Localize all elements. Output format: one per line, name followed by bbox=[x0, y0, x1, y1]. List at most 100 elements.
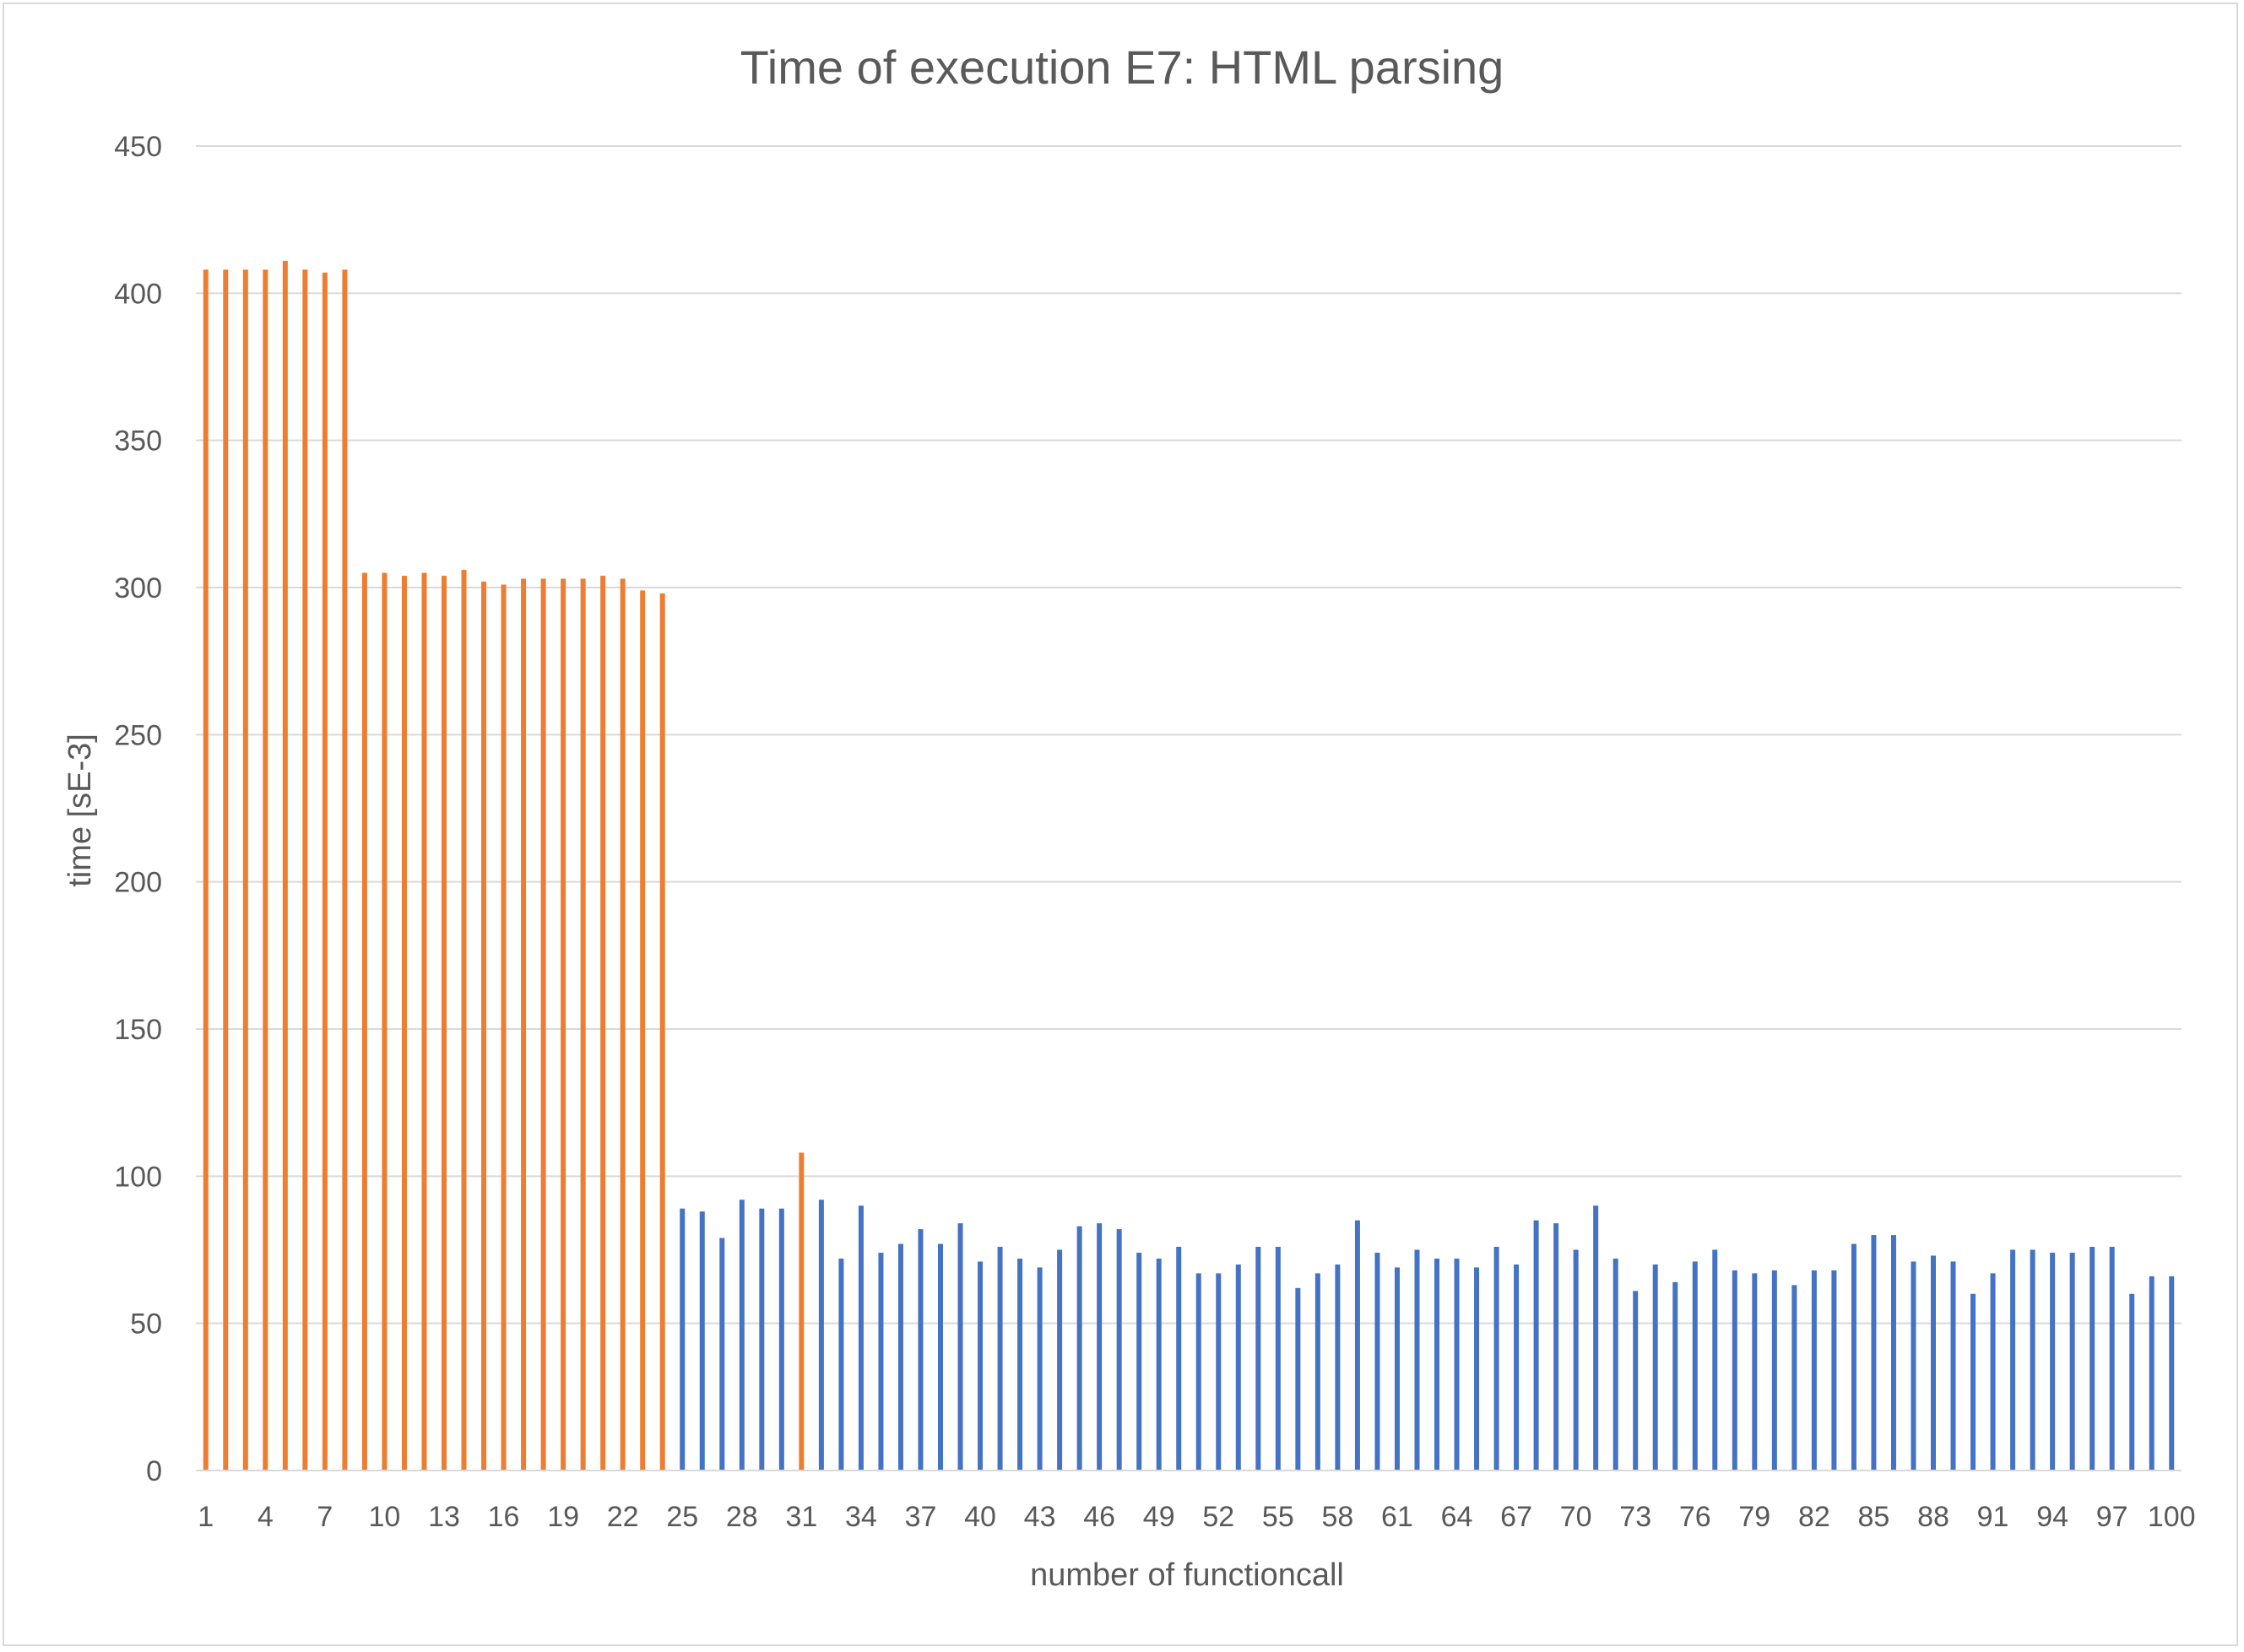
bar-87 bbox=[1911, 1261, 1916, 1471]
y-tick-label: 250 bbox=[114, 719, 162, 751]
bar-53 bbox=[1235, 1264, 1241, 1471]
bar-69 bbox=[1553, 1223, 1559, 1471]
y-tick-label: 350 bbox=[114, 425, 162, 458]
bar-61 bbox=[1394, 1267, 1400, 1471]
bar-5 bbox=[282, 260, 288, 1471]
bar-59 bbox=[1354, 1220, 1360, 1471]
bar-86 bbox=[1890, 1235, 1896, 1471]
bar-43 bbox=[1037, 1267, 1043, 1471]
bar-11 bbox=[401, 576, 407, 1471]
bar-63 bbox=[1434, 1258, 1439, 1471]
bar-83 bbox=[1831, 1270, 1837, 1471]
bar-64 bbox=[1454, 1258, 1460, 1471]
bar-98 bbox=[2129, 1293, 2135, 1471]
y-tick-label: 400 bbox=[114, 278, 162, 310]
bar-99 bbox=[2149, 1276, 2155, 1471]
bar-52 bbox=[1216, 1273, 1222, 1471]
x-tick-label: 40 bbox=[964, 1501, 996, 1533]
bar-80 bbox=[1771, 1270, 1777, 1471]
x-tick-label: 25 bbox=[666, 1501, 698, 1533]
bar-15 bbox=[481, 582, 487, 1471]
bar-46 bbox=[1097, 1223, 1103, 1471]
bar-55 bbox=[1275, 1247, 1281, 1471]
x-tick-label: 100 bbox=[2148, 1501, 2196, 1533]
bar-18 bbox=[540, 578, 546, 1471]
bar-78 bbox=[1732, 1270, 1737, 1471]
bar-48 bbox=[1136, 1252, 1142, 1471]
x-tick-label: 88 bbox=[1917, 1501, 1949, 1533]
bar-51 bbox=[1195, 1273, 1201, 1471]
x-tick-label: 7 bbox=[317, 1501, 333, 1533]
bar-44 bbox=[1057, 1249, 1063, 1471]
x-tick-label: 37 bbox=[905, 1501, 937, 1533]
bar-96 bbox=[2090, 1247, 2095, 1471]
x-tick-label: 94 bbox=[2036, 1501, 2068, 1533]
bar-22 bbox=[620, 578, 626, 1471]
bar-76 bbox=[1692, 1261, 1698, 1471]
bar-82 bbox=[1811, 1270, 1817, 1471]
y-tick-label: 150 bbox=[114, 1014, 162, 1046]
bar-71 bbox=[1593, 1205, 1599, 1471]
bar-58 bbox=[1335, 1264, 1341, 1471]
bar-33 bbox=[838, 1258, 844, 1471]
bar-79 bbox=[1752, 1273, 1758, 1471]
bar-26 bbox=[699, 1211, 705, 1471]
y-tick-label: 50 bbox=[130, 1308, 162, 1341]
x-tick-label: 34 bbox=[845, 1501, 877, 1533]
bar-17 bbox=[521, 578, 527, 1471]
bar-31 bbox=[799, 1152, 805, 1471]
bar-68 bbox=[1533, 1220, 1539, 1471]
bar-14 bbox=[461, 570, 467, 1471]
x-tick-label: 19 bbox=[547, 1501, 579, 1533]
x-tick-label: 4 bbox=[257, 1501, 274, 1533]
y-tick-label: 300 bbox=[114, 572, 162, 604]
x-tick-label: 82 bbox=[1798, 1501, 1830, 1533]
y-tick-label: 200 bbox=[114, 867, 162, 899]
bar-57 bbox=[1314, 1273, 1320, 1471]
x-tick-label: 52 bbox=[1202, 1501, 1234, 1533]
y-tick-label: 100 bbox=[114, 1161, 162, 1193]
bar-62 bbox=[1414, 1249, 1420, 1471]
bar-60 bbox=[1374, 1252, 1380, 1471]
bar-74 bbox=[1652, 1264, 1658, 1471]
bar-77 bbox=[1712, 1249, 1718, 1471]
bar-4 bbox=[263, 269, 268, 1471]
bar-97 bbox=[2109, 1247, 2115, 1471]
bar-66 bbox=[1493, 1247, 1499, 1471]
x-tick-label: 49 bbox=[1143, 1501, 1175, 1533]
bar-90 bbox=[1970, 1293, 1976, 1471]
bar-12 bbox=[421, 572, 427, 1471]
y-tick-label: 0 bbox=[146, 1455, 162, 1487]
bar-27 bbox=[719, 1238, 725, 1471]
x-tick-label: 58 bbox=[1321, 1501, 1353, 1533]
bar-6 bbox=[302, 269, 308, 1471]
x-tick-label: 91 bbox=[1977, 1501, 2009, 1533]
x-tick-label: 13 bbox=[428, 1501, 460, 1533]
y-tick-labels: 0 50 100 150 200 250 300 350 400 450 bbox=[114, 131, 162, 1487]
gridlines bbox=[196, 145, 2182, 1324]
x-tick-label: 61 bbox=[1381, 1501, 1413, 1533]
x-tick-label: 22 bbox=[607, 1501, 639, 1533]
bar-42 bbox=[1017, 1258, 1023, 1471]
x-tick-label: 76 bbox=[1679, 1501, 1711, 1533]
x-tick-label: 55 bbox=[1262, 1501, 1294, 1533]
bar-38 bbox=[938, 1243, 943, 1471]
bar-32 bbox=[818, 1200, 824, 1471]
bar-3 bbox=[242, 269, 248, 1471]
bar-84 bbox=[1851, 1243, 1856, 1471]
bar-23 bbox=[640, 590, 646, 1471]
bar-54 bbox=[1255, 1247, 1261, 1471]
bar-36 bbox=[897, 1243, 903, 1471]
bar-70 bbox=[1573, 1249, 1579, 1471]
bar-67 bbox=[1514, 1264, 1520, 1471]
bar-65 bbox=[1474, 1267, 1480, 1471]
bar-21 bbox=[600, 576, 606, 1471]
bar-75 bbox=[1672, 1281, 1678, 1471]
x-tick-label: 46 bbox=[1083, 1501, 1115, 1533]
bar-93 bbox=[2030, 1249, 2035, 1471]
bar-91 bbox=[1990, 1273, 1996, 1471]
bar-16 bbox=[501, 584, 507, 1471]
x-tick-label: 97 bbox=[2096, 1501, 2128, 1533]
bar-7 bbox=[322, 272, 328, 1471]
